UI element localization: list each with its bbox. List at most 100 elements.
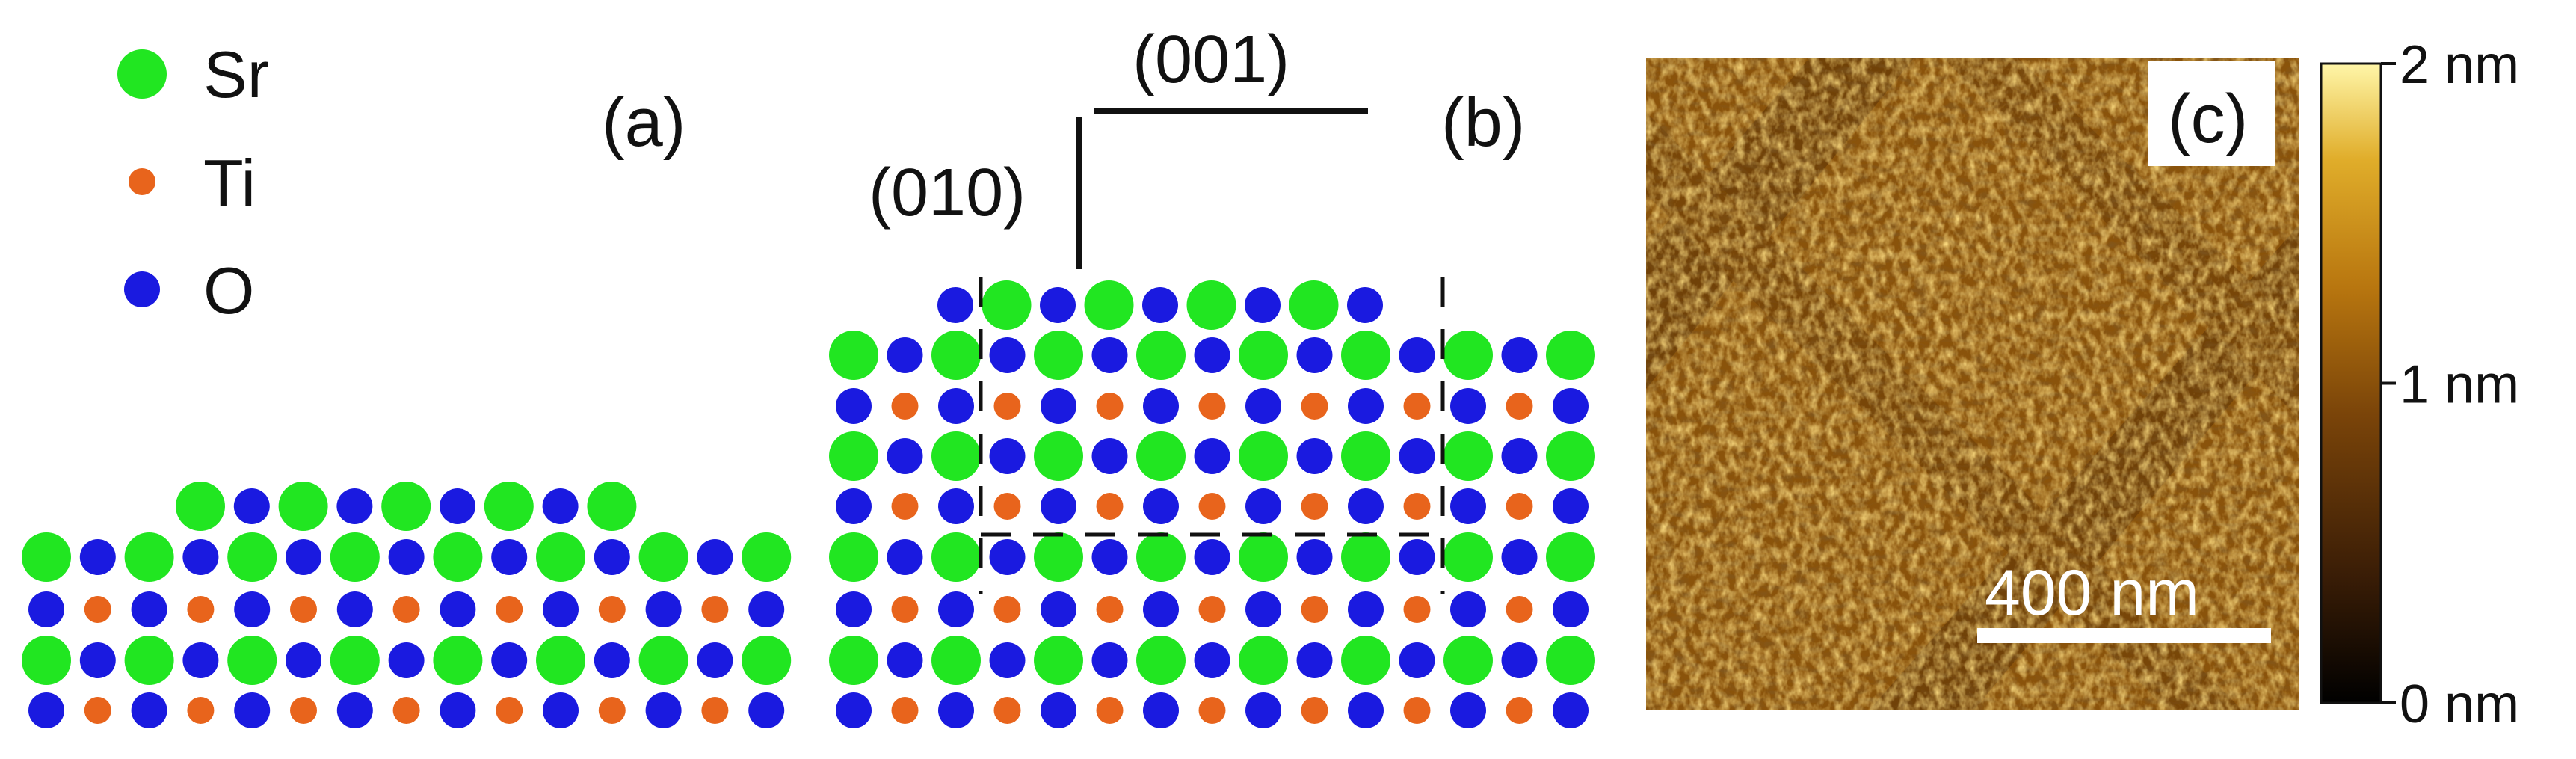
ti-atom — [1506, 493, 1533, 520]
ti-atom — [290, 596, 317, 623]
o-atom — [542, 488, 579, 524]
sr-atom — [1034, 431, 1083, 481]
ti-atom — [701, 697, 729, 724]
sr-atom — [1034, 636, 1083, 685]
sr-atom — [278, 482, 328, 531]
o-atom — [1245, 287, 1281, 323]
o-atom — [836, 591, 872, 627]
o-atom — [1143, 388, 1179, 424]
o-atom — [887, 642, 923, 678]
ti-atom — [993, 596, 1021, 623]
sr-atom — [829, 331, 878, 380]
legend-item-sr: Sr — [117, 37, 269, 111]
o-atom — [1399, 539, 1435, 575]
o-atom — [887, 539, 923, 575]
sr-atom — [1443, 331, 1493, 380]
ti-atom — [598, 697, 626, 724]
o-atom — [1041, 692, 1076, 728]
o-atom — [1194, 337, 1230, 373]
o-atom — [1553, 692, 1589, 728]
o-atom — [1501, 438, 1538, 474]
ti-atom — [701, 596, 729, 623]
o-atom — [182, 642, 219, 678]
sr-atom — [433, 532, 483, 582]
o-atom — [1143, 591, 1179, 627]
afm-image: (c) 400 nm — [1646, 58, 2299, 710]
colorbar-tick-label: 0 nm — [2400, 675, 2519, 734]
ti-atom — [1506, 393, 1533, 420]
sr-atom — [1341, 636, 1390, 685]
sr-atom — [381, 482, 431, 531]
o-atom — [697, 642, 733, 678]
o-atom — [182, 539, 219, 575]
sr-atom — [1443, 532, 1493, 582]
o-atom — [938, 388, 974, 424]
o-atom — [887, 337, 923, 373]
sr-atom — [1341, 431, 1390, 481]
sr-atom — [1239, 431, 1288, 481]
o-atom — [336, 692, 373, 728]
sr-atom — [1239, 636, 1288, 685]
o-atom — [1399, 337, 1435, 373]
ti-atom — [1403, 596, 1431, 623]
direction-label-001: (001) — [1133, 22, 1289, 97]
panel-b-lattice — [829, 280, 1595, 728]
o-atom — [1450, 692, 1486, 728]
sr-atom — [176, 482, 225, 531]
o-atom — [1553, 388, 1589, 424]
sr-atom — [1136, 636, 1186, 685]
o-atom — [887, 438, 923, 474]
sr-atom — [1443, 636, 1493, 685]
ti-atom — [1506, 697, 1533, 724]
ti-atom — [392, 596, 420, 623]
o-atom — [938, 488, 974, 524]
o-atom — [1091, 337, 1128, 373]
o-atom — [748, 591, 785, 627]
sr-atom — [536, 532, 585, 582]
ti-atom — [1301, 697, 1328, 724]
ti-atom — [496, 697, 523, 724]
ti-atom — [1096, 493, 1124, 520]
o-atom — [1501, 642, 1538, 678]
panel-c-label: (c) — [2168, 81, 2248, 157]
ti-atom — [993, 493, 1021, 520]
sr-atom — [1034, 532, 1083, 582]
o-atom — [1143, 488, 1179, 524]
sr-atom — [124, 636, 174, 685]
o-atom — [28, 692, 64, 728]
o-atom — [1347, 287, 1383, 323]
sr-atom — [330, 636, 380, 685]
o-atom — [1348, 692, 1384, 728]
o-atom — [937, 287, 973, 323]
legend-item-o: O — [124, 253, 254, 328]
sr-atom — [1136, 431, 1186, 481]
ti-atom — [891, 393, 919, 420]
sr-atom — [1443, 431, 1493, 481]
o-marker-icon — [124, 271, 160, 307]
sr-atom — [1546, 331, 1595, 380]
o-atom — [836, 692, 872, 728]
o-atom — [543, 692, 579, 728]
sr-atom — [742, 636, 792, 685]
ti-atom — [1198, 493, 1226, 520]
colorbar-tick-label: 1 nm — [2400, 355, 2519, 415]
o-atom — [1501, 539, 1538, 575]
o-atom — [1399, 438, 1435, 474]
ti-atom — [290, 697, 317, 724]
o-atom — [748, 692, 785, 728]
ti-atom — [496, 596, 523, 623]
colorbar: 2 nm 1 nm 0 nm — [2320, 35, 2519, 734]
sr-atom — [1341, 532, 1390, 582]
o-atom — [1245, 591, 1281, 627]
legend-item-ti: Ti — [129, 146, 256, 220]
o-atom — [79, 539, 116, 575]
o-atom — [989, 337, 1026, 373]
ti-atom — [1403, 493, 1431, 520]
sr-atom — [1289, 280, 1339, 330]
sr-marker-icon — [117, 49, 167, 99]
o-atom — [440, 692, 476, 728]
o-atom — [1041, 591, 1076, 627]
o-atom — [1296, 642, 1333, 678]
o-atom — [836, 388, 872, 424]
